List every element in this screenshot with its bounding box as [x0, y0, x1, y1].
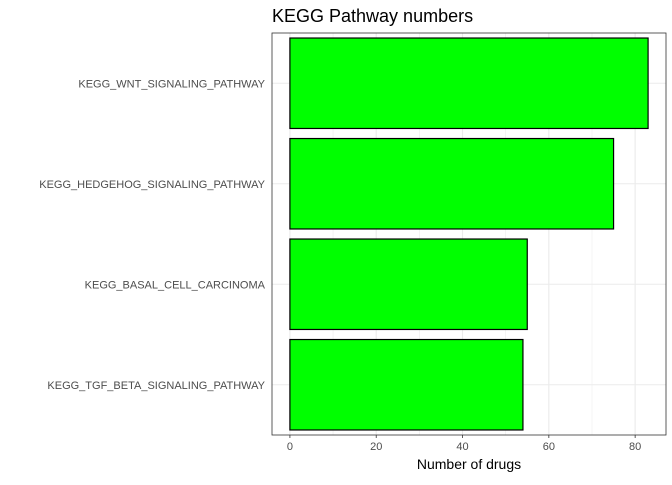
x-tick-label: 80: [629, 441, 641, 453]
x-axis-tick-labels: 0 20 40 60 80: [287, 435, 641, 453]
x-tick-label: 60: [543, 441, 555, 453]
bar: [289, 37, 649, 130]
x-tick-label: 40: [456, 441, 468, 453]
x-tick-label: 0: [287, 441, 293, 453]
bars: [289, 37, 649, 431]
y-tick-label: KEGG_BASAL_CELL_CARCINOMA: [85, 279, 266, 291]
x-axis-label: Number of drugs: [417, 456, 521, 472]
panel-border: [271, 32, 667, 436]
y-axis-tick-labels: KEGG_WNT_SIGNALING_PATHWAY KEGG_HEDGEHOG_…: [39, 78, 265, 392]
bar: [289, 338, 524, 431]
y-tick-label: KEGG_WNT_SIGNALING_PATHWAY: [78, 78, 265, 90]
bar: [289, 238, 528, 331]
y-tick-label: KEGG_HEDGEHOG_SIGNALING_PATHWAY: [39, 179, 265, 191]
x-tick-label: 20: [370, 441, 382, 453]
chart-title: KEGG Pathway numbers: [272, 6, 473, 26]
bar: [289, 137, 615, 230]
y-tick-label: KEGG_TGF_BETA_SIGNALING_PATHWAY: [47, 380, 265, 392]
